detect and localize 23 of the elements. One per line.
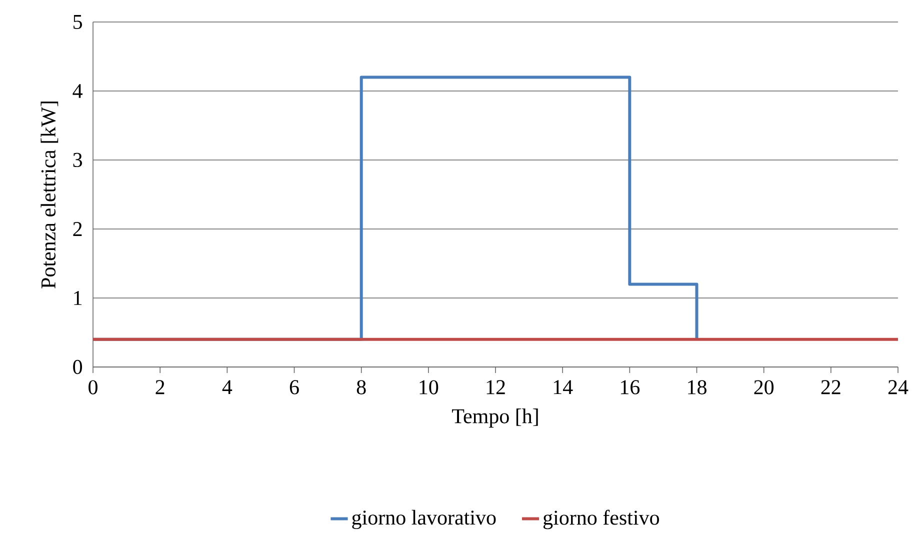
x-tick-label: 14 xyxy=(554,380,573,394)
x-tick-label: 10 xyxy=(420,380,438,394)
x-tick-label: 2 xyxy=(156,380,164,394)
y-tick-label: 4 xyxy=(72,84,82,98)
x-tick-label: 8 xyxy=(356,380,366,394)
x-tick-label: 4 xyxy=(222,380,232,394)
y-axis-title: Potenza elettrica [kW] xyxy=(40,102,58,288)
y-tick-label: 0 xyxy=(73,360,82,374)
x-tick-label: 22 xyxy=(821,380,840,394)
x-tick-label: 6 xyxy=(290,380,299,394)
x-tick-label: 12 xyxy=(486,380,505,394)
x-tick-label: 18 xyxy=(688,380,706,394)
y-tick-label: 3 xyxy=(73,152,82,168)
y-tick-label: 2 xyxy=(73,222,82,236)
y-tick-label: 1 xyxy=(74,291,82,305)
x-tick-label: 0 xyxy=(88,380,98,394)
legend-label: giorno festivo xyxy=(543,510,660,530)
legend-label: giorno lavorativo xyxy=(352,510,496,530)
x-tick-label: 20 xyxy=(754,380,774,394)
x-tick-label: 24 xyxy=(888,380,908,394)
y-tick-label: 5 xyxy=(74,15,82,29)
x-axis-title: Tempo [h] xyxy=(452,408,538,428)
x-tick-label: 16 xyxy=(621,380,640,394)
